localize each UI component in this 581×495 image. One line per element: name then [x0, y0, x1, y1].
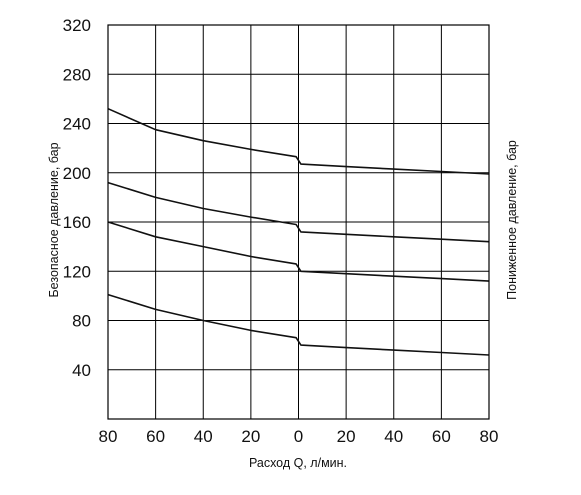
y-tick-label: 240	[63, 115, 91, 134]
x-tick-labels: 80 60 40 20 0 20 40 60 80	[99, 427, 499, 446]
series-line	[107, 181, 490, 243]
y-axis-title-left: Безопасное давление, бар	[47, 142, 61, 297]
x-tick-label: 60	[432, 427, 451, 446]
y-tick-label: 80	[72, 312, 91, 331]
series-line	[107, 221, 490, 282]
x-axis-title: Расход Q, л/мин.	[249, 456, 347, 470]
y-tick-label: 120	[63, 262, 91, 281]
x-tick-label: 20	[337, 427, 356, 446]
y-tick-label: 40	[72, 361, 91, 380]
grid	[108, 25, 489, 419]
x-tick-label: 40	[384, 427, 403, 446]
x-tick-label: 20	[241, 427, 260, 446]
y-tick-label: 320	[63, 16, 91, 35]
x-tick-label: 40	[194, 427, 213, 446]
plot-frame	[107, 24, 490, 420]
y-tick-labels: 40 80 120 160 200 240 280 320	[63, 16, 91, 380]
y-tick-label: 200	[63, 164, 91, 183]
x-tick-label: 80	[480, 427, 499, 446]
y-tick-label: 280	[63, 65, 91, 84]
x-tick-label: 0	[294, 427, 303, 446]
x-tick-label: 80	[99, 427, 118, 446]
y-tick-label: 160	[63, 213, 91, 232]
x-tick-label: 60	[146, 427, 165, 446]
series-group	[107, 107, 490, 356]
series-line	[107, 107, 490, 175]
y-axis-title-right: Пониженное давление, бар	[505, 140, 519, 300]
series-line	[107, 293, 490, 356]
